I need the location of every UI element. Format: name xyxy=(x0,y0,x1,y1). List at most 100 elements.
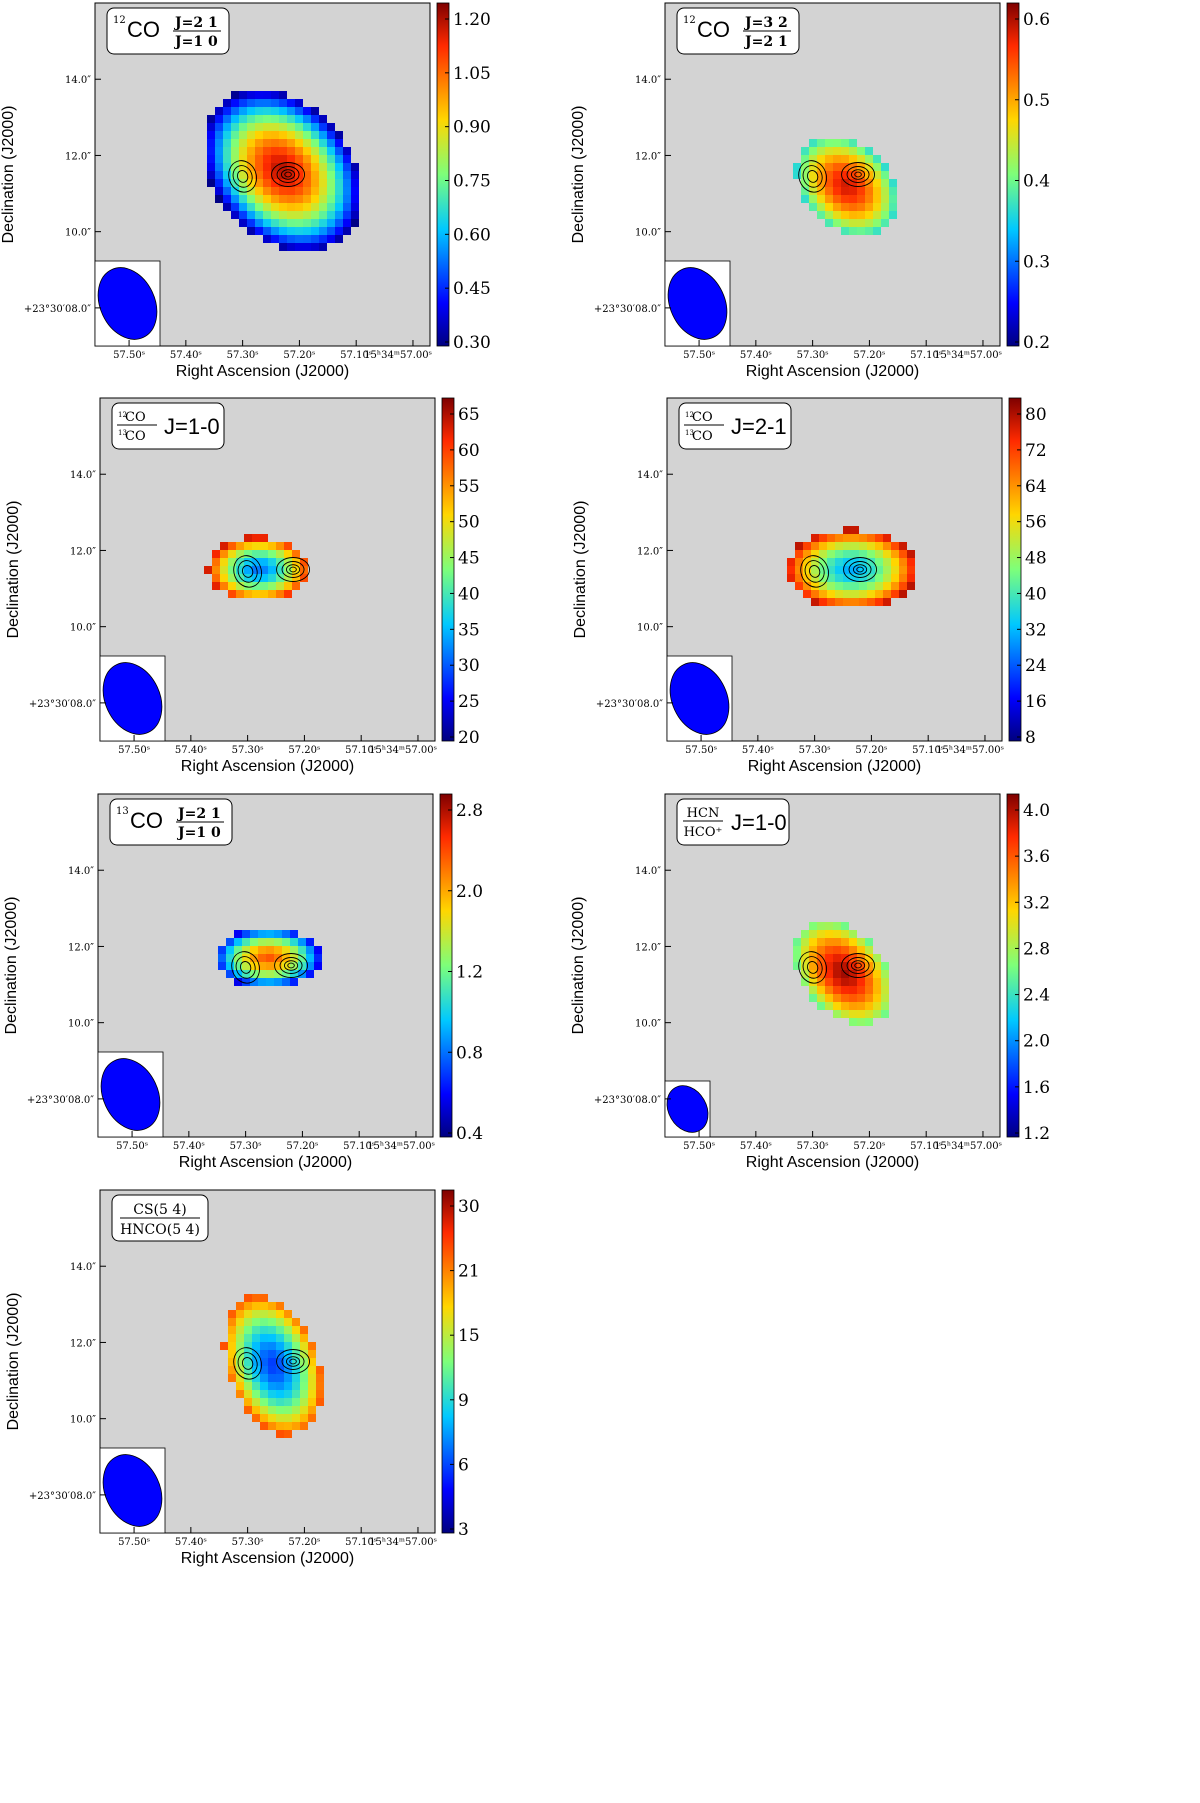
emission-pixel xyxy=(231,131,239,139)
emission-pixel xyxy=(819,582,827,590)
emission-pixel xyxy=(244,542,252,550)
plot-frame xyxy=(94,2,431,347)
emission-pixel xyxy=(819,598,827,606)
emission-pixel xyxy=(223,123,231,131)
emission-pixel xyxy=(295,131,303,139)
emission-pixel xyxy=(343,163,351,171)
emission-pixel xyxy=(271,171,279,179)
emission-pixel xyxy=(817,1002,825,1010)
emission-pixel xyxy=(252,1350,260,1358)
emission-pixel xyxy=(343,179,351,187)
emission-pixel xyxy=(881,219,889,227)
emission-pixel xyxy=(833,962,841,970)
emission-pixel xyxy=(319,171,327,179)
emission-pixel xyxy=(809,938,817,946)
emission-pixel xyxy=(787,566,795,574)
contour-east xyxy=(241,1357,254,1370)
emission-pixel xyxy=(343,211,351,219)
emission-pixel xyxy=(857,179,865,187)
colorbar-tick-label: 15 xyxy=(458,1326,480,1346)
emission-pixel xyxy=(857,219,865,227)
contour-west xyxy=(289,566,297,573)
dec-tick-label: 10.0″ xyxy=(635,1019,661,1030)
contour-east xyxy=(235,956,256,979)
emission-pixel xyxy=(290,970,298,978)
emission-pixel xyxy=(865,938,873,946)
title-num-species: CO xyxy=(692,410,713,425)
ra-tick-label: 15ʰ34ᵐ57.00ˢ xyxy=(936,745,1004,756)
emission-pixel xyxy=(276,1374,284,1382)
title-box: 12 CO J=3 2 J=2 1 xyxy=(676,7,800,55)
emission-pixel xyxy=(223,99,231,107)
plot-frame xyxy=(97,793,434,1138)
colorbar-tick-label: 60 xyxy=(458,441,480,461)
emission-pixel xyxy=(875,598,883,606)
emission-pixel xyxy=(292,1318,300,1326)
emission-pixel xyxy=(260,1350,268,1358)
emission-pixel xyxy=(223,203,231,211)
emission-pixel xyxy=(859,590,867,598)
emission-pixel xyxy=(268,1366,276,1374)
emission-pixel xyxy=(801,962,809,970)
contour-west xyxy=(843,557,878,582)
ra-tick-label: 57.40ˢ xyxy=(175,745,207,756)
emission-pixel xyxy=(239,155,247,163)
emission-pixel xyxy=(311,187,319,195)
emission-pixel xyxy=(215,155,223,163)
emission-pixel xyxy=(279,139,287,147)
emission-pixel xyxy=(207,147,215,155)
emission-pixel xyxy=(841,155,849,163)
contour-west xyxy=(841,162,876,187)
ra-tick-label: 57.30ˢ xyxy=(232,745,264,756)
emission-pixel xyxy=(833,179,841,187)
emission-pixel xyxy=(252,590,260,598)
emission-pixel xyxy=(865,147,873,155)
emission-pixel xyxy=(279,243,287,251)
ra-tick-label: 57.20ˢ xyxy=(855,745,887,756)
title-box: CS(5 4) HNCO(5 4) xyxy=(111,1194,209,1242)
emission-map xyxy=(207,91,359,251)
panel-p6: 57.50ˢ 57.40ˢ 57.30ˢ 57.20ˢ 57.10ˢ15ʰ34ᵐ57.0… xyxy=(570,793,1050,1171)
emission-pixel xyxy=(303,243,311,251)
emission-pixel xyxy=(803,590,811,598)
emission-pixel xyxy=(891,582,899,590)
emission-pixel xyxy=(875,558,883,566)
emission-pixel xyxy=(316,1366,324,1374)
emission-pixel xyxy=(795,566,803,574)
ra-tick-label: 57.30ˢ xyxy=(227,350,259,361)
dec-tick-label: 14.0″ xyxy=(635,75,661,86)
contour-east xyxy=(798,160,827,193)
emission-pixel xyxy=(311,123,319,131)
title-isotope: 12 xyxy=(113,15,126,26)
contour-west xyxy=(287,962,295,969)
emission-pixel xyxy=(857,187,865,195)
emission-pixel xyxy=(881,203,889,211)
emission-pixel xyxy=(271,155,279,163)
emission-pixel xyxy=(881,1010,889,1018)
emission-pixel xyxy=(271,91,279,99)
emission-pixel xyxy=(311,211,319,219)
emission-pixel xyxy=(327,203,335,211)
emission-pixel xyxy=(809,171,817,179)
emission-pixel xyxy=(263,179,271,187)
emission-pixel xyxy=(817,203,825,211)
emission-pixel xyxy=(849,986,857,994)
emission-pixel xyxy=(295,235,303,243)
emission-pixel xyxy=(218,954,226,962)
emission-pixel xyxy=(335,179,343,187)
contour-east xyxy=(241,565,254,578)
dec-tick-label: 10.0″ xyxy=(635,228,661,239)
emission-pixel xyxy=(260,1358,268,1366)
emission-pixel xyxy=(298,938,306,946)
emission-pixel xyxy=(809,195,817,203)
emission-pixel xyxy=(793,962,801,970)
emission-pixel xyxy=(809,962,817,970)
emission-pixel xyxy=(231,179,239,187)
emission-pixel xyxy=(271,115,279,123)
emission-pixel xyxy=(239,163,247,171)
emission-pixel xyxy=(242,946,250,954)
plot-frame xyxy=(99,397,436,742)
emission-pixel xyxy=(308,1398,316,1406)
contours xyxy=(800,555,878,588)
emission-pixel xyxy=(268,1342,276,1350)
